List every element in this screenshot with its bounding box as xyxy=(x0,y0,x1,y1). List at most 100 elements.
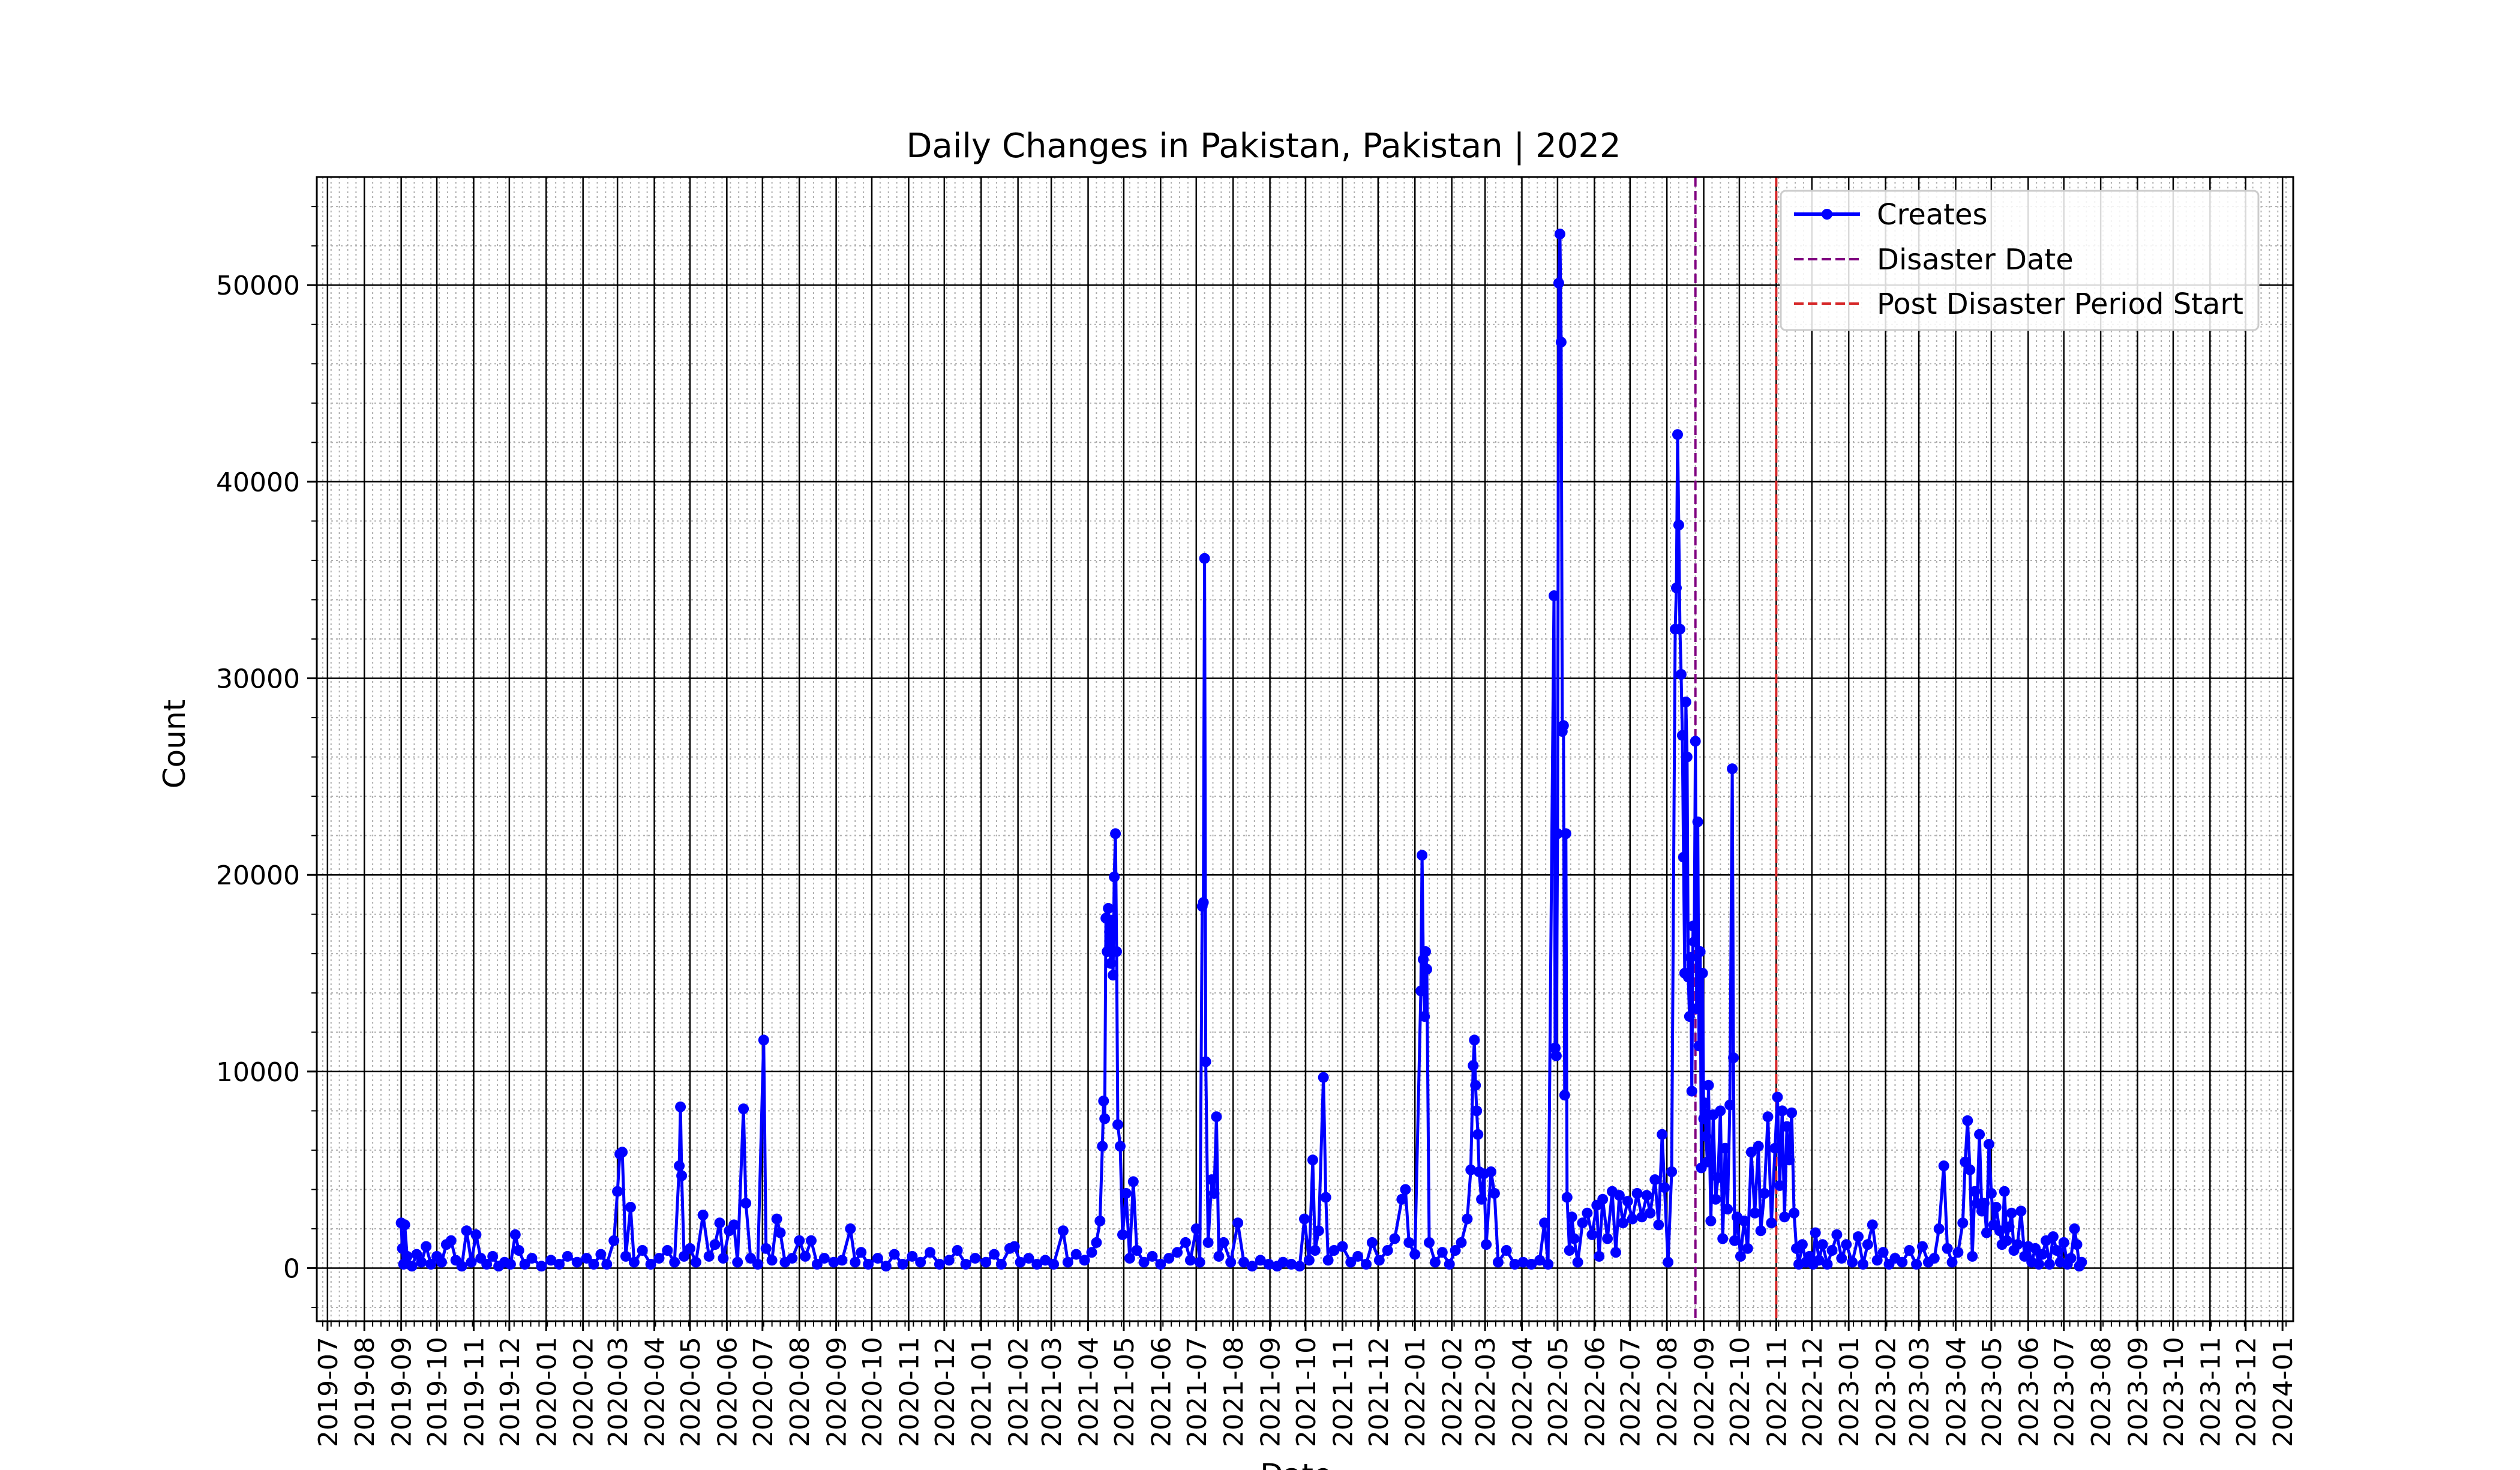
data-point xyxy=(1572,1256,1583,1268)
data-point xyxy=(880,1261,892,1272)
data-point xyxy=(1817,1239,1828,1250)
data-point xyxy=(1559,1090,1570,1101)
data-point xyxy=(1417,850,1428,861)
data-point xyxy=(470,1229,482,1240)
data-point xyxy=(728,1219,740,1231)
x-tick-label: 2022-06 xyxy=(1580,1337,1610,1447)
data-point xyxy=(1409,1249,1421,1260)
data-point xyxy=(1871,1255,1883,1266)
data-point xyxy=(1681,751,1693,763)
x-axis-ticks: 2019-07 2019-08 2019-09 2019-10 2019-11 2019-… xyxy=(313,1321,2299,1447)
data-point xyxy=(562,1250,573,1262)
data-point xyxy=(1826,1245,1838,1256)
x-tick-label: 2019-10 xyxy=(422,1337,453,1447)
data-point xyxy=(1218,1237,1229,1248)
data-point xyxy=(1509,1259,1520,1270)
x-tick-label: 2021-04 xyxy=(1074,1337,1105,1447)
data-point xyxy=(1117,1229,1128,1240)
data-point xyxy=(421,1241,432,1252)
data-point xyxy=(2001,1235,2012,1246)
data-point xyxy=(1124,1253,1135,1264)
data-point xyxy=(1687,920,1699,932)
data-point xyxy=(1366,1237,1378,1248)
data-point xyxy=(1352,1250,1364,1262)
data-point xyxy=(601,1259,613,1270)
data-point xyxy=(595,1249,607,1260)
data-point xyxy=(1465,1164,1477,1175)
data-point xyxy=(1877,1247,1889,1258)
data-point xyxy=(1724,1099,1736,1111)
data-point xyxy=(1627,1213,1638,1225)
chart-title: Daily Changes in Pakistan, Pakistan | 20… xyxy=(906,127,1621,166)
data-point xyxy=(718,1253,729,1264)
legend: Creates Disaster Date Post Disaster Peri… xyxy=(1780,190,2260,331)
x-tick-label: 2022-05 xyxy=(1543,1337,1574,1447)
data-point xyxy=(1318,1072,1329,1083)
data-point xyxy=(760,1243,772,1254)
data-point xyxy=(1115,1141,1126,1152)
data-point xyxy=(1436,1247,1448,1258)
data-point xyxy=(1111,946,1122,957)
data-point xyxy=(645,1259,656,1270)
data-point xyxy=(1617,1217,1628,1229)
data-point xyxy=(1172,1247,1183,1258)
data-point xyxy=(1722,1204,1733,1215)
data-point xyxy=(2037,1249,2048,1260)
data-point xyxy=(1320,1192,1331,1203)
data-point xyxy=(738,1103,749,1115)
data-point xyxy=(1472,1129,1484,1140)
data-point xyxy=(2012,1239,2023,1250)
data-point xyxy=(1322,1255,1334,1266)
data-point xyxy=(818,1253,830,1264)
data-point xyxy=(1831,1229,1843,1240)
data-point xyxy=(1769,1142,1781,1154)
data-point xyxy=(1796,1239,1808,1250)
data-point xyxy=(934,1259,945,1270)
x-tick-label: 2023-04 xyxy=(1941,1337,1972,1447)
data-point xyxy=(1094,1215,1106,1226)
data-point xyxy=(674,1160,685,1172)
data-point xyxy=(1127,1176,1139,1187)
x-tick-label: 2023-10 xyxy=(2159,1337,2189,1447)
data-point xyxy=(2044,1259,2055,1270)
data-point xyxy=(845,1223,856,1234)
data-point xyxy=(1206,1174,1217,1186)
data-point xyxy=(1690,736,1701,747)
data-point xyxy=(1684,1011,1695,1022)
x-tick-label: 2019-11 xyxy=(459,1337,490,1447)
data-point xyxy=(581,1253,592,1264)
data-point xyxy=(1468,1060,1479,1071)
x-tick-label: 2020-02 xyxy=(569,1337,599,1447)
major-gridlines xyxy=(317,177,2293,1321)
data-point xyxy=(2033,1259,2045,1270)
data-point xyxy=(970,1253,981,1264)
x-tick-label: 2022-11 xyxy=(1762,1337,1792,1447)
data-point xyxy=(1568,1233,1580,1244)
data-point xyxy=(1420,946,1431,957)
data-point xyxy=(1688,936,1700,947)
data-point xyxy=(2076,1256,2087,1268)
data-point xyxy=(456,1261,467,1272)
data-point xyxy=(2065,1253,2077,1264)
data-point xyxy=(1969,1186,1981,1197)
data-point xyxy=(1184,1255,1196,1266)
x-tick-label: 2021-09 xyxy=(1256,1337,1286,1447)
x-tick-label: 2023-07 xyxy=(2050,1337,2080,1447)
data-point xyxy=(1862,1239,1873,1250)
x-tick-label: 2022-07 xyxy=(1616,1337,1646,1447)
data-point xyxy=(1981,1227,1992,1238)
y-tick-label: 40000 xyxy=(216,467,300,498)
data-point xyxy=(397,1243,408,1254)
y-tick-label: 0 xyxy=(283,1254,300,1285)
data-point xyxy=(1710,1193,1721,1205)
data-point xyxy=(1694,946,1706,957)
data-point xyxy=(1345,1256,1357,1268)
data-point xyxy=(487,1250,499,1262)
data-point xyxy=(509,1229,521,1240)
data-point xyxy=(1303,1255,1315,1266)
data-point xyxy=(481,1259,493,1270)
data-point xyxy=(2069,1223,2080,1234)
data-point xyxy=(2047,1231,2059,1243)
data-point xyxy=(1112,1119,1123,1130)
data-point xyxy=(1070,1249,1082,1260)
